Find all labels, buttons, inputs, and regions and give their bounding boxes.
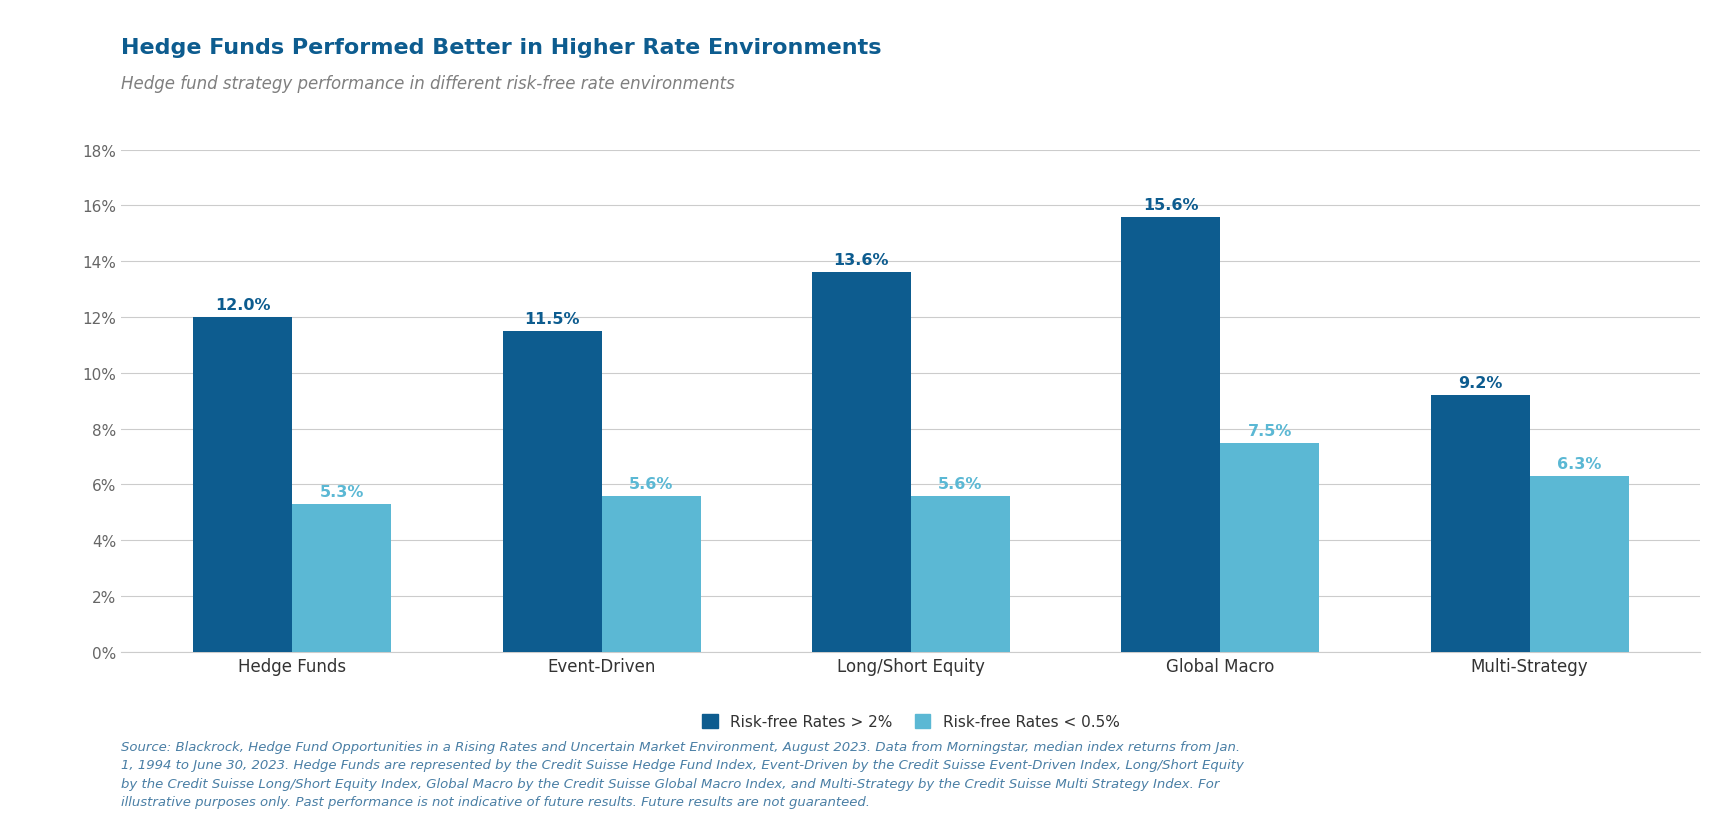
Bar [1431,395,1530,652]
Text: 5.3%: 5.3% [319,484,364,499]
Bar [602,496,701,652]
Bar [1220,443,1319,652]
Bar [193,318,291,652]
Bar [503,332,602,652]
Text: Hedge fund strategy performance in different risk-free rate environments: Hedge fund strategy performance in diffe… [121,75,736,94]
Bar [812,273,911,652]
Text: 12.0%: 12.0% [215,298,271,313]
Text: 13.6%: 13.6% [833,253,888,268]
Bar [911,496,1010,652]
Text: 15.6%: 15.6% [1143,197,1199,212]
Text: 5.6%: 5.6% [939,476,982,491]
Text: 5.6%: 5.6% [628,476,673,491]
Text: Hedge Funds Performed Better in Higher Rate Environments: Hedge Funds Performed Better in Higher R… [121,38,881,58]
Text: 9.2%: 9.2% [1457,375,1503,390]
Text: 11.5%: 11.5% [524,312,579,327]
Text: Source: Blackrock, Hedge Fund Opportunities in a Rising Rates and Uncertain Mark: Source: Blackrock, Hedge Fund Opportunit… [121,740,1244,808]
Text: 7.5%: 7.5% [1247,423,1293,438]
Bar [291,504,390,652]
Bar [1530,477,1629,652]
Legend: Risk-free Rates > 2%, Risk-free Rates < 0.5%: Risk-free Rates > 2%, Risk-free Rates < … [694,707,1128,737]
Text: 6.3%: 6.3% [1556,456,1601,472]
Bar [1121,217,1220,652]
